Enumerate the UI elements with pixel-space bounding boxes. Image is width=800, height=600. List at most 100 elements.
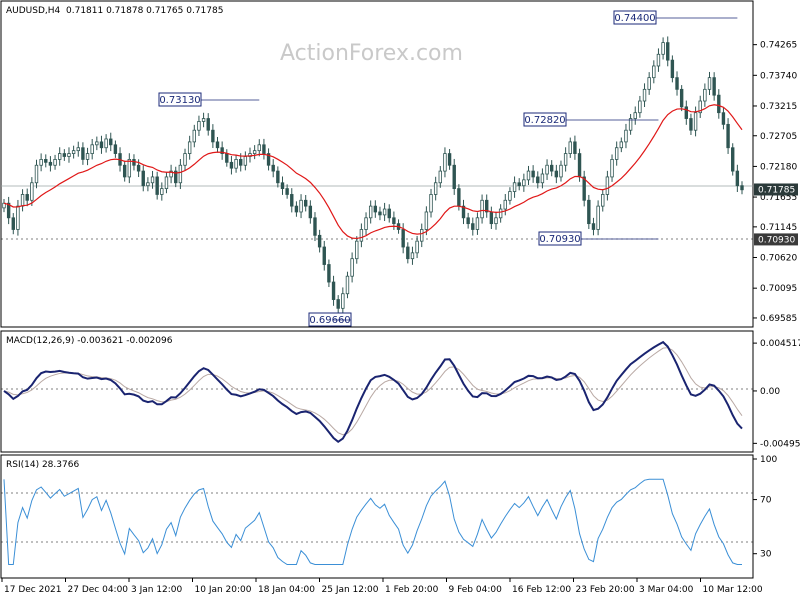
candle-body bbox=[489, 211, 494, 225]
candle-body bbox=[225, 153, 229, 163]
candle-body bbox=[475, 217, 480, 230]
price-y-axis: 0.74265 0.73740 0.73215 0.72705 0.72180 0.716… bbox=[753, 41, 798, 324]
candle-body bbox=[717, 94, 721, 114]
candle-body bbox=[229, 161, 234, 169]
x-tick-label: 25 Jan 12:00 bbox=[322, 585, 379, 595]
candle-body bbox=[127, 159, 132, 178]
candle-body bbox=[345, 275, 350, 295]
candle-body bbox=[726, 123, 730, 149]
candle-body bbox=[150, 176, 155, 184]
candle-body bbox=[498, 208, 503, 219]
candle-body bbox=[675, 77, 679, 90]
rsi-title: RSI(14) 28.3766 bbox=[6, 460, 79, 470]
annotation-label: 0.69660 bbox=[309, 315, 350, 326]
candle-body bbox=[679, 88, 684, 108]
candle-body bbox=[313, 217, 317, 236]
candle-body bbox=[433, 182, 438, 195]
candle-body bbox=[317, 234, 322, 248]
price-panel-frame bbox=[0, 0, 754, 328]
x-tick-label: 3 Jan 12:00 bbox=[131, 585, 183, 595]
price-y-tick-label: 0.71145 bbox=[760, 223, 797, 233]
candle-body bbox=[280, 182, 285, 190]
candle-body bbox=[257, 144, 261, 152]
current-price-tag: 0.71785 bbox=[758, 185, 795, 195]
candle-body bbox=[740, 185, 744, 191]
candle-body bbox=[619, 141, 624, 149]
candle-body bbox=[638, 100, 642, 114]
x-tick-label: 17 Dec 2021 bbox=[4, 585, 62, 595]
candle-body bbox=[531, 170, 535, 178]
candle-body bbox=[373, 205, 378, 213]
price-y-tick-label: 0.73215 bbox=[760, 102, 797, 112]
candle-body bbox=[591, 223, 596, 230]
annotation-box bbox=[538, 231, 582, 246]
candle-body bbox=[554, 170, 559, 178]
candle-body bbox=[220, 147, 224, 154]
candle-body bbox=[206, 118, 210, 131]
candle-body bbox=[271, 164, 275, 172]
candle-body bbox=[642, 88, 647, 102]
macd-title: MACD(12,26,9) -0.003621 -0.002096 bbox=[6, 336, 173, 346]
x-tick-label: 3 Mar 04:00 bbox=[639, 585, 694, 595]
x-tick-label: 1 Feb 20:00 bbox=[385, 585, 439, 595]
candle-body bbox=[485, 199, 489, 213]
candle-body bbox=[183, 153, 187, 166]
annotation-label: 0.73130 bbox=[159, 95, 200, 106]
candle-body bbox=[136, 164, 141, 172]
candle-body bbox=[71, 150, 76, 154]
candle-body bbox=[62, 153, 67, 157]
candle-body bbox=[526, 170, 531, 181]
rsi-y-axis: 100 70 30 bbox=[753, 455, 777, 560]
x-tick-label: 16 Feb 12:00 bbox=[512, 585, 571, 595]
rsi-y-tick-label: 70 bbox=[760, 496, 772, 506]
candle-body bbox=[90, 144, 94, 154]
candle-body bbox=[401, 229, 405, 248]
candle-body bbox=[661, 42, 665, 55]
candle-body bbox=[359, 229, 364, 242]
candle-body bbox=[336, 299, 340, 309]
candle-body bbox=[53, 159, 57, 166]
candle-body bbox=[164, 176, 169, 190]
candle-body bbox=[155, 176, 159, 195]
rsi-panel-frame bbox=[0, 454, 754, 579]
candle-body bbox=[262, 144, 266, 154]
candle-body bbox=[215, 141, 220, 149]
support-level-tag-bg bbox=[754, 233, 798, 246]
candle-body bbox=[517, 182, 521, 187]
macd-panel: MACD(12,26,9) -0.003621 -0.002096 0.0045… bbox=[0, 330, 800, 453]
candle-body bbox=[146, 182, 150, 187]
candle-body bbox=[628, 118, 633, 131]
candle-body bbox=[266, 153, 271, 166]
candle-body bbox=[466, 217, 470, 225]
candle-body bbox=[234, 159, 238, 169]
candle-body bbox=[99, 141, 104, 149]
x-tick-label: 27 Dec 04:00 bbox=[68, 585, 129, 595]
candle-body bbox=[322, 246, 326, 265]
candle-body bbox=[378, 211, 382, 216]
candle-body bbox=[693, 112, 698, 131]
candle-body bbox=[11, 217, 15, 230]
candle-body bbox=[67, 153, 71, 157]
candle-body bbox=[568, 141, 572, 154]
candle-body bbox=[197, 121, 201, 131]
candle-body bbox=[429, 194, 433, 213]
price-series-layer bbox=[2, 36, 744, 315]
candle-body bbox=[331, 281, 336, 300]
candle-body bbox=[438, 170, 443, 184]
candle-body bbox=[239, 159, 243, 166]
candle-body bbox=[248, 153, 252, 157]
candle-body bbox=[392, 217, 396, 225]
macd-y-tick-label: -0.00495 bbox=[760, 439, 800, 449]
price-ohlc-values: 0.71811 0.71878 0.71765 0.71785 bbox=[66, 6, 223, 16]
candle-body bbox=[443, 153, 447, 172]
watermark: ActionForex.com bbox=[280, 41, 463, 66]
candle-body bbox=[452, 164, 456, 190]
candle-body bbox=[563, 153, 568, 166]
candle-body bbox=[647, 77, 651, 90]
x-tick-label: 10 Jan 20:00 bbox=[195, 585, 252, 595]
candle-body bbox=[731, 147, 735, 172]
candle-body bbox=[113, 144, 118, 154]
candle-body bbox=[522, 179, 526, 187]
candle-body bbox=[480, 199, 484, 219]
candle-body bbox=[549, 164, 554, 172]
